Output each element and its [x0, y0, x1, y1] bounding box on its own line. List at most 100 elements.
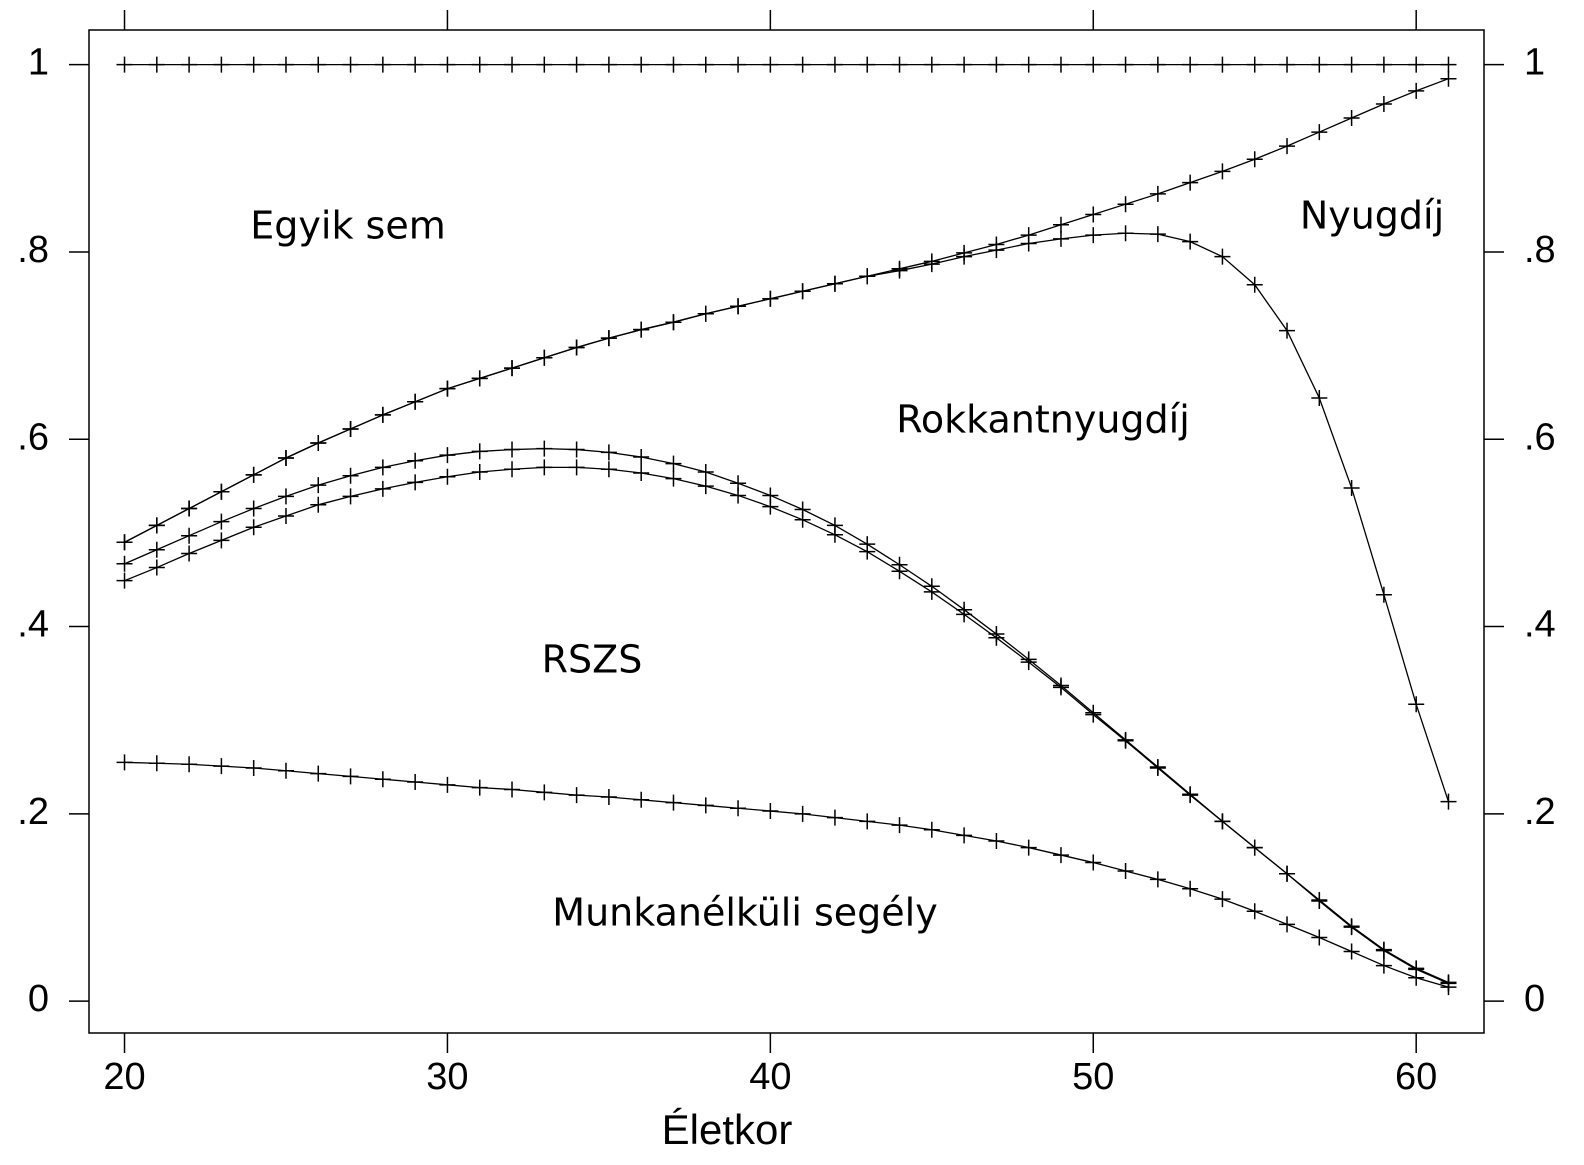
point-marker	[1279, 865, 1296, 882]
point-marker	[181, 527, 198, 544]
point-marker	[1343, 919, 1360, 936]
point-marker	[1279, 138, 1296, 155]
point-marker	[794, 283, 811, 300]
point-marker	[956, 606, 973, 623]
y-tick-label: .2	[17, 791, 49, 833]
region-label: Rokkantnyugdíj	[896, 398, 1190, 442]
region-label: Munkanélküli segély	[552, 891, 937, 935]
y-tick-label-right: 1	[1524, 42, 1545, 84]
point-marker	[826, 809, 843, 826]
point-marker	[504, 781, 521, 798]
point-marker	[1052, 216, 1069, 233]
region-label: RSZS	[542, 638, 643, 682]
point-marker	[600, 789, 617, 805]
point-marker	[471, 779, 488, 796]
point-marker	[342, 488, 359, 505]
x-tick-label: 30	[426, 1056, 468, 1098]
point-marker	[859, 268, 876, 285]
point-marker	[1246, 276, 1263, 293]
point-marker	[633, 791, 650, 808]
point-marker	[116, 754, 133, 771]
point-marker	[148, 56, 165, 73]
point-marker	[956, 827, 973, 844]
point-marker	[568, 56, 585, 73]
point-marker	[342, 768, 359, 785]
y-tick-label-right: .8	[1524, 229, 1556, 271]
point-marker	[1214, 56, 1231, 73]
point-marker	[730, 56, 747, 73]
point-marker	[1052, 230, 1069, 247]
point-marker	[1149, 759, 1166, 776]
point-marker	[665, 794, 682, 811]
point-marker	[310, 56, 327, 73]
point-marker	[1279, 56, 1296, 73]
point-marker	[181, 545, 198, 562]
point-marker	[1375, 942, 1392, 959]
point-marker	[1279, 322, 1296, 339]
point-marker	[762, 498, 779, 515]
point-marker	[568, 787, 585, 804]
point-marker	[536, 784, 553, 801]
point-marker	[633, 321, 650, 338]
point-marker	[633, 56, 650, 73]
y-tick-label: 1	[28, 42, 49, 84]
point-marker	[116, 572, 133, 589]
point-marker	[213, 483, 230, 500]
point-marker	[891, 262, 908, 279]
point-marker	[374, 771, 391, 788]
y-tick-label-right: .6	[1524, 416, 1556, 458]
point-marker	[923, 56, 940, 73]
point-marker	[374, 459, 391, 476]
point-marker	[697, 464, 714, 481]
point-marker	[407, 774, 424, 791]
point-marker	[310, 435, 327, 451]
point-marker	[1343, 479, 1360, 496]
point-marker	[665, 470, 682, 487]
point-marker	[891, 56, 908, 73]
point-marker	[148, 541, 165, 558]
point-marker	[181, 56, 198, 73]
y-tick-label: .8	[17, 229, 49, 271]
point-marker	[665, 56, 682, 73]
point-marker	[1408, 56, 1425, 73]
point-marker	[342, 467, 359, 484]
point-marker	[1311, 390, 1328, 407]
point-marker	[988, 242, 1005, 259]
point-marker	[1246, 151, 1263, 168]
point-marker	[1149, 226, 1166, 243]
point-marker	[374, 406, 391, 423]
point-marker	[1182, 787, 1199, 804]
point-marker	[762, 56, 779, 73]
point-marker	[277, 488, 294, 505]
x-axis-label: Életkor	[662, 1106, 793, 1153]
point-marker	[988, 629, 1005, 646]
point-marker	[923, 821, 940, 838]
point-marker	[1440, 979, 1457, 996]
point-marker	[471, 56, 488, 73]
point-marker	[1182, 233, 1199, 250]
point-marker	[1343, 110, 1360, 127]
point-marker	[762, 290, 779, 307]
point-marker	[762, 803, 779, 820]
point-marker	[1440, 793, 1457, 810]
point-marker	[633, 449, 650, 466]
point-marker	[1375, 56, 1392, 73]
point-marker	[1085, 56, 1102, 73]
x-tick-label: 50	[1072, 1056, 1114, 1098]
y-tick-label: .6	[17, 416, 49, 458]
point-marker	[407, 393, 424, 410]
point-marker	[310, 477, 327, 494]
point-marker	[116, 555, 133, 572]
point-marker	[536, 440, 553, 457]
point-marker	[148, 517, 165, 534]
point-marker	[697, 56, 714, 73]
plot-frame	[88, 29, 1485, 1034]
point-marker	[633, 464, 650, 481]
point-marker	[277, 508, 294, 525]
point-marker	[245, 519, 262, 536]
point-marker	[1052, 847, 1069, 864]
point-marker	[245, 759, 262, 776]
point-marker	[1085, 706, 1102, 723]
point-marker	[1020, 235, 1037, 252]
